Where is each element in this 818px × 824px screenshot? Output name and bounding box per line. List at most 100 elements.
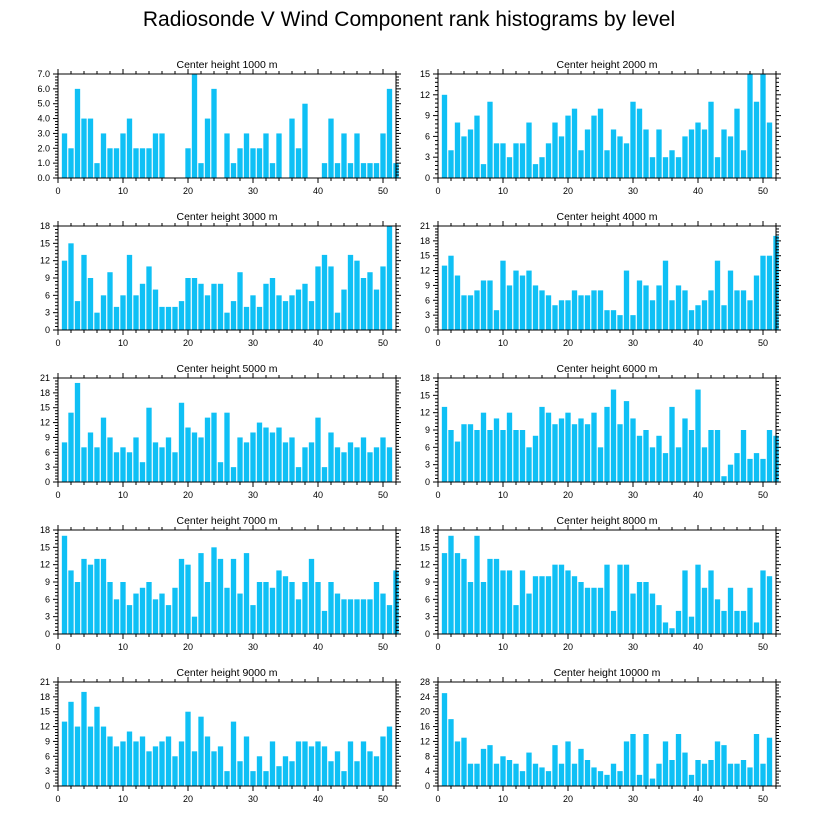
- x-tick-label: 30: [628, 186, 638, 196]
- bar: [81, 254, 87, 330]
- bar: [597, 108, 604, 178]
- bar: [204, 295, 211, 330]
- panel-title: Center height 1000 m: [177, 59, 278, 71]
- bar: [243, 442, 250, 482]
- bar: [224, 587, 230, 634]
- bar: [113, 306, 120, 330]
- bar: [269, 278, 276, 330]
- bar: [185, 427, 191, 482]
- bar: [760, 763, 766, 786]
- panel-title: Center height 7000 m: [177, 515, 278, 527]
- bar: [263, 283, 269, 330]
- bar: [474, 290, 480, 330]
- bar: [74, 726, 81, 786]
- bar: [126, 452, 133, 482]
- y-tick-label: 15: [420, 542, 430, 552]
- bar: [539, 767, 545, 786]
- bar: [669, 628, 675, 634]
- bar: [591, 412, 597, 482]
- panel-1: Center height 1000 m 0.0 1.0 2.0 3.0 4.0 5.0 6.…: [37, 59, 401, 196]
- bar: [321, 254, 328, 330]
- bar: [94, 706, 100, 786]
- bar: [185, 564, 191, 634]
- bar: [263, 133, 269, 178]
- y-tick-label: 6: [425, 594, 430, 604]
- bar: [269, 432, 276, 482]
- bar: [448, 430, 454, 482]
- bar: [328, 761, 334, 786]
- bar: [597, 447, 604, 482]
- x-tick-label: 0: [55, 338, 60, 348]
- bar: [636, 774, 643, 786]
- bar: [701, 763, 708, 786]
- bar: [506, 285, 513, 330]
- bar: [159, 741, 165, 786]
- bar: [760, 255, 766, 330]
- bar: [295, 289, 302, 330]
- bar: [191, 616, 198, 634]
- bar: [295, 599, 302, 634]
- x-tick-label: 40: [693, 794, 703, 804]
- bar: [688, 616, 695, 634]
- bar: [61, 721, 68, 786]
- bar: [126, 605, 133, 634]
- bar: [204, 582, 211, 634]
- bar: [753, 734, 760, 786]
- bar: [133, 295, 139, 330]
- bar: [328, 118, 334, 178]
- bar: [250, 432, 256, 482]
- bar: [461, 424, 467, 482]
- bar: [94, 558, 100, 634]
- bar: [519, 275, 526, 330]
- bar: [256, 582, 263, 634]
- bar: [133, 437, 139, 482]
- bar: [146, 266, 152, 330]
- x-tick-label: 40: [693, 642, 703, 652]
- bar: [727, 464, 734, 482]
- bar: [578, 418, 584, 482]
- bar: [526, 270, 532, 330]
- bar: [753, 453, 760, 482]
- bar: [373, 447, 380, 482]
- bar: [230, 721, 237, 786]
- bar: [302, 103, 308, 178]
- bar: [461, 136, 467, 178]
- panel-5: Center height 5000 m 0 3 6 9 12 15 18 21 0 10 20 30 4…: [40, 363, 401, 500]
- bar: [282, 301, 289, 330]
- bar: [165, 736, 172, 786]
- y-tick-label: 0: [425, 325, 430, 335]
- bar: [727, 763, 734, 786]
- bar: [315, 741, 321, 786]
- bar: [740, 430, 747, 482]
- bar: [714, 741, 721, 786]
- bar: [636, 280, 643, 330]
- bar: [584, 760, 591, 786]
- y-tick-label: 6: [425, 442, 430, 452]
- bar: [669, 760, 675, 786]
- x-tick-label: 10: [498, 186, 508, 196]
- x-tick-label: 40: [313, 186, 323, 196]
- bar: [526, 593, 532, 634]
- bar: [454, 553, 461, 634]
- bar: [695, 389, 701, 482]
- y-tick-label: 3: [425, 310, 430, 320]
- bar: [107, 736, 113, 786]
- bar: [94, 447, 100, 482]
- bar: [630, 734, 636, 786]
- bar: [610, 389, 617, 482]
- bar: [133, 593, 139, 634]
- panel-title: Center height 10000 m: [554, 667, 661, 679]
- y-tick-label: 18: [420, 373, 430, 383]
- bar: [113, 746, 120, 786]
- bar: [347, 254, 354, 330]
- y-tick-label: 9: [45, 273, 50, 283]
- bar: [753, 622, 760, 634]
- bar: [256, 756, 263, 786]
- bar: [146, 751, 152, 786]
- bar: [714, 157, 721, 178]
- bar: [113, 452, 120, 482]
- bar: [617, 136, 623, 178]
- bar: [159, 593, 165, 634]
- bar: [630, 418, 636, 482]
- bar: [753, 101, 760, 178]
